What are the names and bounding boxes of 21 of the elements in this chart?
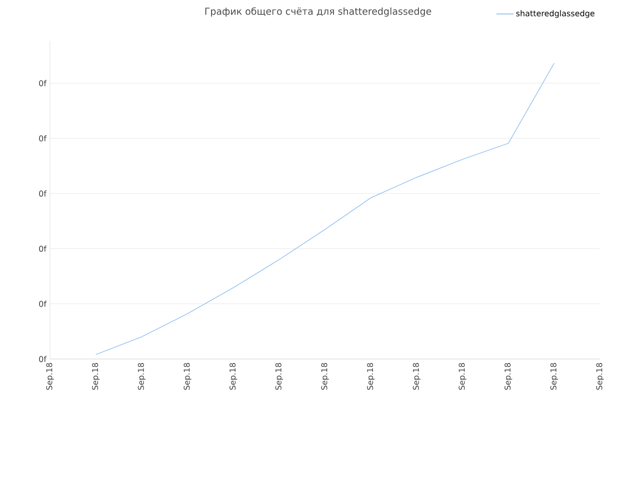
x-tick-label: Sep.18 bbox=[230, 363, 238, 390]
x-tick-label: Sep.18 bbox=[412, 363, 420, 390]
text: 0f bbox=[39, 80, 47, 86]
text: 0f bbox=[39, 190, 47, 197]
x-tick-label: Sep.18 bbox=[138, 363, 146, 390]
x-tick-label: Sep.18 bbox=[184, 363, 192, 390]
x-tick-label: Sep.18 bbox=[367, 363, 375, 390]
legend-label: shatteredglassedge bbox=[516, 10, 594, 18]
text: 0f bbox=[39, 135, 47, 142]
x-tick-label: Sep.18 bbox=[275, 363, 283, 390]
text: 0f bbox=[39, 246, 47, 252]
x-tick-label: Sep.18 bbox=[321, 363, 329, 390]
x-tick-label: Sep.18 bbox=[596, 363, 604, 390]
text: 0f bbox=[39, 300, 47, 307]
chart-title: График общего счёта для shatteredglassedge bbox=[205, 7, 432, 17]
x-tick-label: Sep.18 bbox=[92, 363, 100, 390]
x-tick-label: Sep.18 bbox=[458, 363, 466, 390]
x-tick-label: Sep.18 bbox=[504, 363, 512, 390]
x-tick-label: Sep.18 bbox=[550, 363, 558, 390]
text: 0f bbox=[39, 356, 47, 362]
x-tick-label: Sep.18 bbox=[46, 363, 54, 390]
